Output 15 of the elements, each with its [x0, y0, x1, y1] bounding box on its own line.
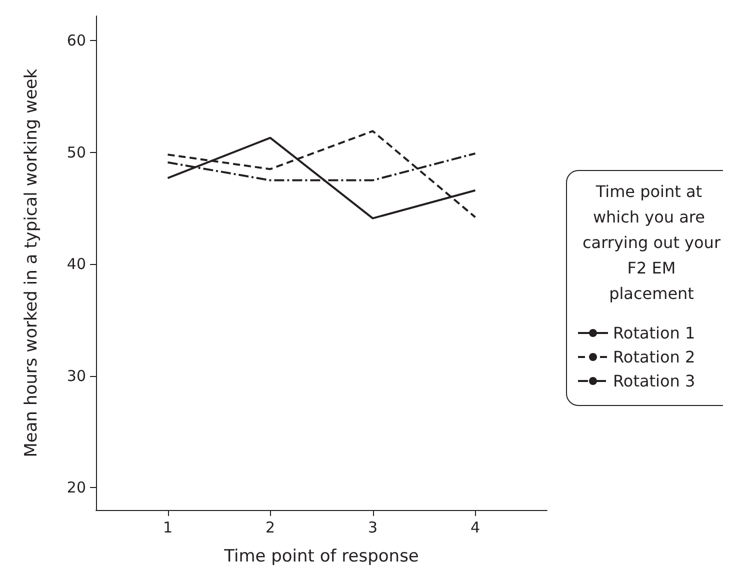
y-axis-title: Mean hours worked in a typical working week: [22, 68, 42, 458]
y-tick-label: 60: [66, 32, 86, 50]
y-tick-label: 50: [66, 143, 86, 162]
legend-label: Rotation 1: [613, 324, 696, 342]
legend-label: Rotation 2: [613, 348, 696, 366]
x-axis-title: Time point of response: [223, 546, 419, 566]
legend-title: Time point at which you are carrying out your F2 EM placement: [582, 182, 721, 303]
x-tick-label: 2: [265, 518, 276, 536]
x-tick-label: 1: [162, 518, 173, 536]
legend-label: Rotation 3: [613, 372, 696, 390]
y-tick-label: 40: [66, 255, 86, 274]
x-tick-label: 3: [368, 518, 378, 536]
y-tick-label: 30: [66, 366, 86, 385]
y-tick-label: 20: [66, 478, 86, 497]
x-tick-label: 4: [470, 518, 480, 536]
